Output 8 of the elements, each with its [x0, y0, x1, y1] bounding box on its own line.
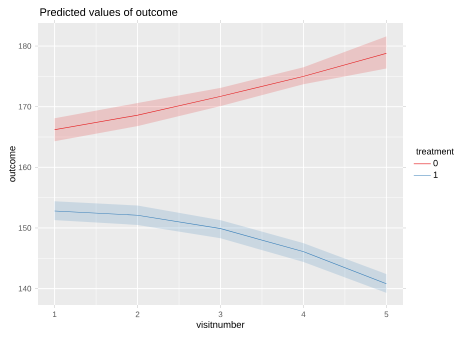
- line-series: [54, 53, 387, 130]
- chart-title: Predicted values of outcome: [40, 8, 178, 16]
- legend-label: 0: [433, 160, 438, 166]
- legend-title: treatment: [416, 148, 454, 155]
- legend-label: 1: [434, 172, 438, 178]
- y-axis-title: outcome: [9, 146, 16, 182]
- x-axis-title: visitnumber: [196, 321, 245, 328]
- line-series: [54, 210, 387, 284]
